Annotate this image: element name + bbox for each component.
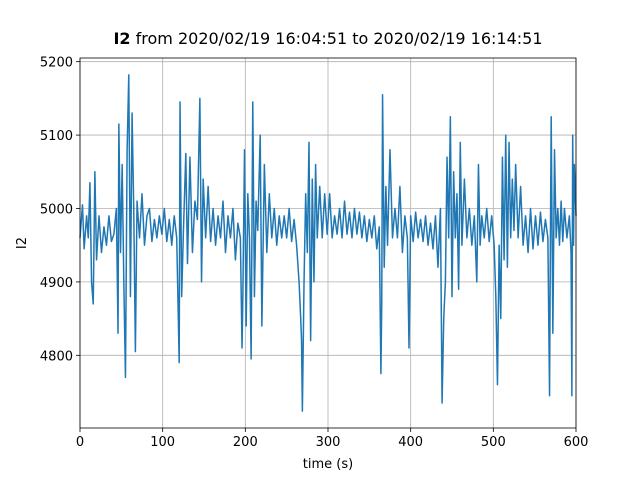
y-axis-label: I2 xyxy=(15,237,30,249)
x-tick-label: 100 xyxy=(150,435,175,450)
y-tick-label: 4900 xyxy=(40,276,73,291)
x-tick-label: 0 xyxy=(76,435,84,450)
x-tick-label: 600 xyxy=(564,435,589,450)
y-tick-label: 5100 xyxy=(40,129,73,144)
title-range: from 2020/02/19 16:04:51 to 2020/02/19 1… xyxy=(136,29,543,48)
x-tick-label: 200 xyxy=(233,435,258,450)
data-line xyxy=(79,74,577,412)
x-tick-label: 300 xyxy=(316,435,341,450)
y-tick-label: 4800 xyxy=(40,349,73,364)
x-axis-label: time (s) xyxy=(303,457,353,472)
chart-title: I2 from 2020/02/19 16:04:51 to 2020/02/1… xyxy=(113,29,542,48)
x-tick-label: 400 xyxy=(398,435,423,450)
title-signal: I2 xyxy=(113,29,130,48)
x-tick-label: 500 xyxy=(481,435,506,450)
y-tick-label: 5000 xyxy=(40,202,73,217)
plot-frame xyxy=(79,57,577,429)
y-tick-label: 5200 xyxy=(40,56,73,71)
